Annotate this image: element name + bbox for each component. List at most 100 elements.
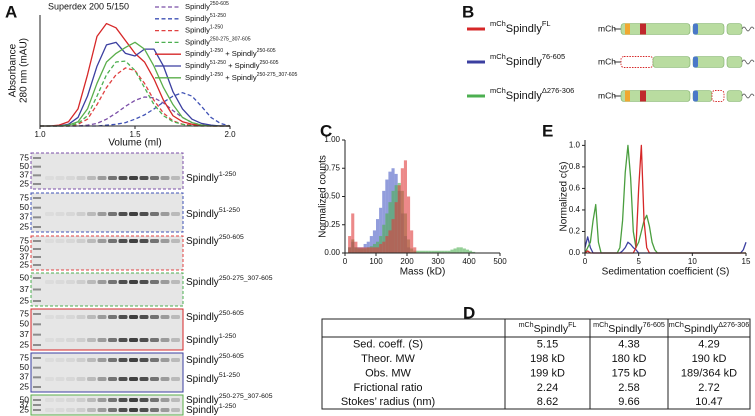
marker-band <box>33 344 41 346</box>
protein-band <box>139 377 149 381</box>
histogram-bar <box>469 250 473 253</box>
text-run: Spindly <box>684 323 719 335</box>
band-label: Spindly51-250 <box>186 207 240 219</box>
protein-band <box>139 239 149 243</box>
histogram-bar <box>453 248 457 253</box>
protein-band <box>108 239 117 243</box>
construct-tag: mCh <box>598 56 616 66</box>
marker-label: 25 <box>20 221 30 231</box>
superscript: mCh <box>593 321 608 329</box>
text-run: Spindly <box>185 49 210 58</box>
marker-label: 25 <box>20 404 30 414</box>
protein-band <box>76 280 86 284</box>
superscript: mCh <box>490 86 506 95</box>
protein-band <box>118 358 128 362</box>
histogram-bar <box>441 250 445 253</box>
protein-band <box>45 212 54 216</box>
histogram-bar <box>376 247 380 253</box>
y-tick-label: 0.75 <box>324 163 340 172</box>
marker-band <box>33 376 41 379</box>
protein-band <box>97 408 107 412</box>
marker-label: 50 <box>20 202 30 212</box>
protein-band <box>97 338 107 342</box>
protein-band <box>160 315 170 319</box>
protein-band <box>171 315 180 319</box>
gel-frame <box>30 192 184 233</box>
histogram-bar <box>422 250 426 253</box>
marker-label: 25 <box>20 381 30 391</box>
protein-band <box>129 377 138 381</box>
text-run: Spindly <box>186 277 219 288</box>
plot-area <box>348 160 476 253</box>
protein-band <box>66 239 75 243</box>
protein-band <box>66 338 75 342</box>
column-header: mChSpindlyFL <box>519 321 577 335</box>
tail <box>741 93 755 99</box>
band-label: Spindly250-605 <box>186 353 244 365</box>
text-run: + Spindly <box>226 61 260 70</box>
superscript: mCh <box>519 321 534 329</box>
text-run: Spindly <box>186 335 219 346</box>
protein-band <box>87 377 96 381</box>
superscript: 250-605 <box>219 234 244 241</box>
marker-band <box>33 313 41 315</box>
table-cell: 4.38 <box>618 339 639 351</box>
histogram-bar <box>428 250 432 253</box>
deletion <box>711 90 725 102</box>
protein-band <box>150 338 159 342</box>
protein-band <box>45 358 54 362</box>
series-line <box>40 92 231 127</box>
domain <box>726 90 743 102</box>
text-run: Spindly <box>186 312 219 323</box>
protein-band <box>139 280 149 284</box>
x-tick-label: 200 <box>400 257 414 266</box>
superscript: Δ276-306 <box>718 321 749 329</box>
y-tick-label: 0.2 <box>569 227 581 236</box>
protein-band <box>87 408 96 412</box>
text-run: Spindly <box>506 56 543 68</box>
marker-band <box>33 404 41 406</box>
histogram-bar <box>462 248 466 253</box>
marker-band <box>33 366 41 369</box>
marker-label: 50 <box>20 243 30 253</box>
protein-band <box>160 358 170 362</box>
gel <box>31 309 183 350</box>
superscript: 51-250 <box>210 13 226 19</box>
superscript: 1-250 <box>210 25 223 31</box>
marker-label: 37 <box>20 399 30 409</box>
superscript: Δ276-306 <box>542 86 574 95</box>
text-run: Spindly <box>186 395 219 406</box>
protein-band <box>97 315 107 319</box>
histogram-bar <box>425 250 429 253</box>
protein-band <box>129 358 138 362</box>
histogram-bar <box>444 250 448 253</box>
row-label: Sed. coeff. (S) <box>353 339 423 351</box>
protein-band <box>160 212 170 216</box>
histogram-bar <box>385 213 389 253</box>
protein-band <box>108 358 117 362</box>
table-cell: 2.72 <box>698 382 719 394</box>
protein-band <box>97 239 107 243</box>
band-label: Spindly250-275_307-605 <box>186 393 273 405</box>
domain <box>620 23 691 35</box>
marker-band <box>33 157 41 159</box>
protein-band <box>55 377 65 381</box>
marker-label: 25 <box>20 178 30 188</box>
protein-band <box>139 176 149 180</box>
y-tick-label: 0.6 <box>569 184 581 193</box>
protein-band <box>150 398 159 402</box>
gel <box>31 273 183 306</box>
text-run: Spindly <box>186 405 219 416</box>
protein-band <box>171 280 180 284</box>
text-run: Spindly <box>608 323 643 335</box>
protein-band <box>45 338 54 342</box>
x-tick-label: 300 <box>431 257 445 266</box>
protein-band <box>160 280 170 284</box>
text-run: Spindly <box>185 73 210 82</box>
protein-band <box>66 398 75 402</box>
protein-band <box>160 338 170 342</box>
band-label: Spindly1-250 <box>186 403 236 415</box>
table-cell: 4.29 <box>698 339 719 351</box>
marker-label: 25 <box>20 339 30 349</box>
